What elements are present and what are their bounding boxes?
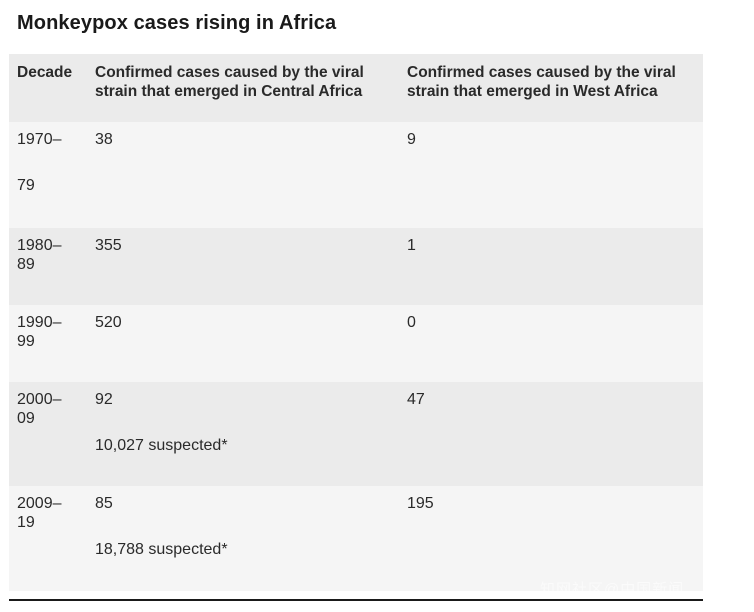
cell-spacer bbox=[17, 149, 79, 176]
table-row: 1980– 89 355 1 bbox=[9, 228, 703, 305]
decade-cell: 2009– 19 bbox=[9, 486, 87, 591]
cases-table: Decade Confirmed cases caused by the vir… bbox=[9, 54, 703, 591]
cell-spacer bbox=[95, 409, 391, 436]
table-row: 2009– 19 85 18,788 suspected* 195 bbox=[9, 486, 703, 591]
central-cell: 38 bbox=[87, 122, 399, 228]
decade-end: 99 bbox=[17, 333, 35, 350]
central-cell: 85 18,788 suspected* bbox=[87, 486, 399, 591]
watermark: 知网社区@中国新闻 bbox=[540, 581, 685, 598]
west-cell: 0 bbox=[399, 305, 703, 382]
central-cell: 520 bbox=[87, 305, 399, 382]
west-value: 195 bbox=[407, 495, 434, 512]
decade-cell: 2000– 09 bbox=[9, 382, 87, 486]
cell-spacer bbox=[95, 513, 391, 540]
table-row: 1970– 79 38 9 bbox=[9, 122, 703, 228]
west-cell: 195 bbox=[399, 486, 703, 591]
decade-end: 19 bbox=[17, 514, 35, 531]
west-cell: 9 bbox=[399, 122, 703, 228]
central-note: 10,027 suspected* bbox=[95, 437, 228, 454]
header-decade: Decade bbox=[9, 54, 87, 122]
central-value: 520 bbox=[95, 314, 122, 331]
west-value: 47 bbox=[407, 391, 425, 408]
west-value: 1 bbox=[407, 237, 416, 254]
central-value: 355 bbox=[95, 237, 122, 254]
west-value: 9 bbox=[407, 131, 416, 148]
header-west-africa: Confirmed cases caused by the viral stra… bbox=[399, 54, 703, 122]
decade-start: 1990– bbox=[17, 314, 62, 331]
west-value: 0 bbox=[407, 314, 416, 331]
decade-cell: 1990– 99 bbox=[9, 305, 87, 382]
decade-end: 79 bbox=[17, 177, 35, 194]
decade-end: 09 bbox=[17, 410, 35, 427]
central-value: 85 bbox=[95, 495, 113, 512]
decade-cell: 1970– 79 bbox=[9, 122, 87, 228]
decade-end: 89 bbox=[17, 256, 35, 273]
west-cell: 47 bbox=[399, 382, 703, 486]
central-note: 18,788 suspected* bbox=[95, 541, 228, 558]
header-central-africa: Confirmed cases caused by the viral stra… bbox=[87, 54, 399, 122]
decade-start: 2009– bbox=[17, 495, 62, 512]
page-title: Monkeypox cases rising in Africa bbox=[17, 12, 337, 34]
west-cell: 1 bbox=[399, 228, 703, 305]
decade-start: 1970– bbox=[17, 131, 62, 148]
header-row: Decade Confirmed cases caused by the vir… bbox=[9, 54, 703, 122]
central-cell: 355 bbox=[87, 228, 399, 305]
table-row: 2000– 09 92 10,027 suspected* 47 bbox=[9, 382, 703, 486]
table-row: 1990– 99 520 0 bbox=[9, 305, 703, 382]
decade-start: 2000– bbox=[17, 391, 62, 408]
decade-start: 1980– bbox=[17, 237, 62, 254]
decade-cell: 1980– 89 bbox=[9, 228, 87, 305]
central-cell: 92 10,027 suspected* bbox=[87, 382, 399, 486]
table-bottom-rule bbox=[9, 599, 703, 601]
central-value: 92 bbox=[95, 391, 113, 408]
central-value: 38 bbox=[95, 131, 113, 148]
